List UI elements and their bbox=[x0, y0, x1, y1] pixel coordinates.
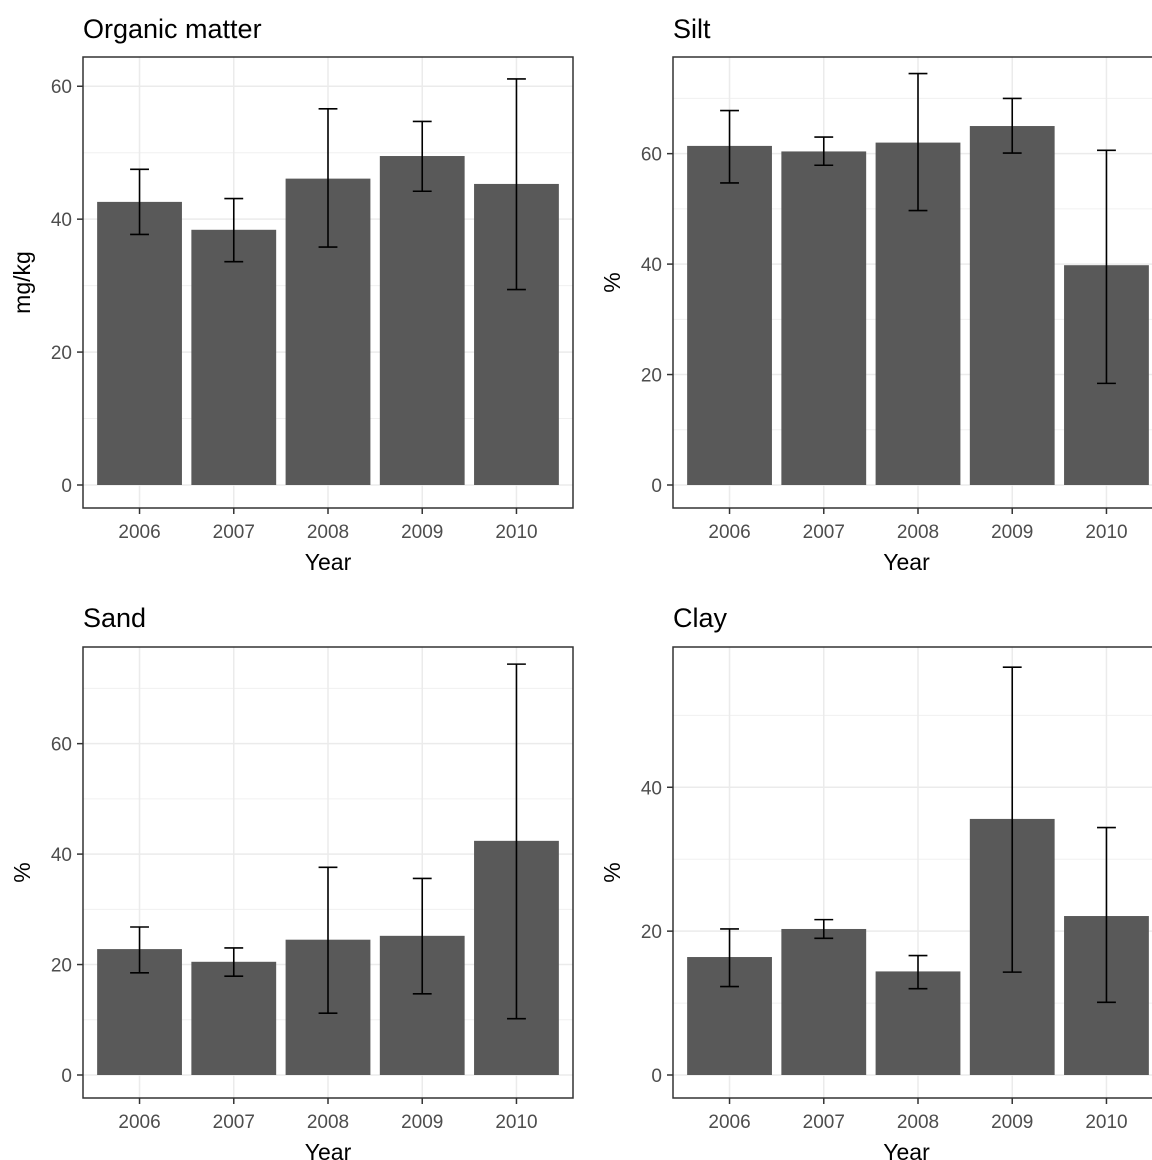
x-tick-label: 2009 bbox=[991, 522, 1033, 543]
panel-title: Organic matter bbox=[83, 14, 262, 44]
bar-2007 bbox=[781, 151, 867, 485]
bar-2006 bbox=[97, 201, 182, 485]
x-tick-label: 2009 bbox=[401, 522, 443, 543]
x-tick-label: 2007 bbox=[803, 1112, 845, 1133]
plot-area bbox=[83, 647, 573, 1098]
error-bar-2008 bbox=[908, 954, 928, 990]
y-tick-label: 40 bbox=[51, 210, 72, 231]
x-tick-label: 2006 bbox=[708, 1112, 750, 1133]
error-bar-2008 bbox=[318, 108, 338, 248]
x-tick-label: 2010 bbox=[495, 522, 537, 543]
x-tick-label: 2006 bbox=[118, 522, 160, 543]
error-bar-2007 bbox=[814, 136, 834, 167]
error-bar-2006 bbox=[130, 926, 149, 974]
panel-1: 0 20 40 60 2006 2007 2008 2009 2010 Organic matte… bbox=[9, 14, 574, 575]
x-tick-label: 2008 bbox=[897, 522, 939, 543]
plot-area bbox=[83, 57, 573, 508]
y-tick-label: 20 bbox=[641, 922, 662, 943]
error-bar-2008 bbox=[908, 72, 928, 212]
bar-2007 bbox=[781, 928, 867, 1075]
x-tick-label: 2010 bbox=[1085, 522, 1127, 543]
error-bar-2010 bbox=[1097, 826, 1116, 1004]
error-bar-2007 bbox=[224, 947, 244, 977]
x-tick-label: 2006 bbox=[708, 522, 750, 543]
panel-4: 0 20 40 2006 2007 2008 2009 2010 Clay Year% bbox=[599, 603, 1152, 1160]
bar-2007 bbox=[191, 961, 277, 1075]
error-bar-2010 bbox=[1097, 149, 1116, 385]
error-bar-2009 bbox=[1002, 666, 1022, 973]
y-tick-label: 0 bbox=[61, 1066, 72, 1087]
panel-title: Sand bbox=[83, 603, 146, 633]
error-bar-2010 bbox=[507, 663, 526, 1020]
y-tick-label: 0 bbox=[61, 476, 72, 497]
bar-2009 bbox=[379, 156, 465, 485]
x-tick-label: 2009 bbox=[401, 1112, 443, 1133]
y-tick-label: 0 bbox=[651, 1066, 662, 1087]
panel-title: Clay bbox=[673, 603, 728, 633]
error-bar-2009 bbox=[412, 120, 432, 193]
panel-2: 0 20 40 60 2006 2007 2008 2009 2010 Silt Year% bbox=[599, 14, 1152, 575]
y-tick-label: 0 bbox=[651, 476, 662, 497]
bar-2006 bbox=[687, 145, 772, 485]
panel-title: Silt bbox=[673, 14, 711, 44]
y-tick-label: 20 bbox=[51, 343, 72, 364]
y-axis-title: % bbox=[9, 862, 35, 882]
x-tick-label: 2008 bbox=[897, 1112, 939, 1133]
error-bar-2006 bbox=[720, 928, 739, 988]
x-tick-label: 2006 bbox=[118, 1112, 160, 1133]
panel-3: 0 20 40 60 2006 2007 2008 2009 2010 Sand Year% bbox=[9, 603, 574, 1160]
y-axis-title: mg/kg bbox=[9, 251, 35, 314]
x-tick-label: 2007 bbox=[213, 522, 255, 543]
y-axis-title: % bbox=[599, 862, 625, 882]
y-tick-label: 60 bbox=[51, 77, 72, 98]
x-axis-title: Year bbox=[883, 1139, 930, 1160]
plot-area bbox=[673, 647, 1152, 1098]
error-bar-2009 bbox=[412, 877, 432, 995]
x-tick-label: 2008 bbox=[307, 522, 349, 543]
error-bar-2009 bbox=[1002, 97, 1022, 154]
error-bar-2010 bbox=[507, 78, 526, 291]
bar-2007 bbox=[191, 229, 277, 485]
y-tick-label: 40 bbox=[51, 845, 72, 866]
error-bar-2006 bbox=[130, 168, 149, 236]
y-tick-label: 20 bbox=[51, 956, 72, 977]
error-bar-2007 bbox=[224, 197, 244, 263]
x-axis-title: Year bbox=[883, 549, 930, 575]
y-tick-label: 40 bbox=[641, 255, 662, 276]
bar-2009 bbox=[969, 126, 1055, 485]
x-axis-title: Year bbox=[305, 549, 352, 575]
y-tick-label: 60 bbox=[51, 735, 72, 756]
x-tick-label: 2007 bbox=[213, 1112, 255, 1133]
plot-area bbox=[673, 57, 1152, 508]
x-tick-label: 2010 bbox=[1085, 1112, 1127, 1133]
error-bar-2006 bbox=[720, 109, 739, 184]
x-tick-label: 2009 bbox=[991, 1112, 1033, 1133]
x-tick-label: 2010 bbox=[495, 1112, 537, 1133]
y-tick-label: 20 bbox=[641, 366, 662, 387]
x-tick-label: 2008 bbox=[307, 1112, 349, 1133]
y-tick-label: 40 bbox=[641, 778, 662, 799]
error-bar-2007 bbox=[814, 918, 834, 940]
y-axis-title: % bbox=[599, 272, 625, 292]
y-tick-label: 60 bbox=[641, 145, 662, 166]
x-tick-label: 2007 bbox=[803, 522, 845, 543]
error-bar-2008 bbox=[318, 866, 338, 1014]
x-axis-title: Year bbox=[305, 1139, 352, 1160]
